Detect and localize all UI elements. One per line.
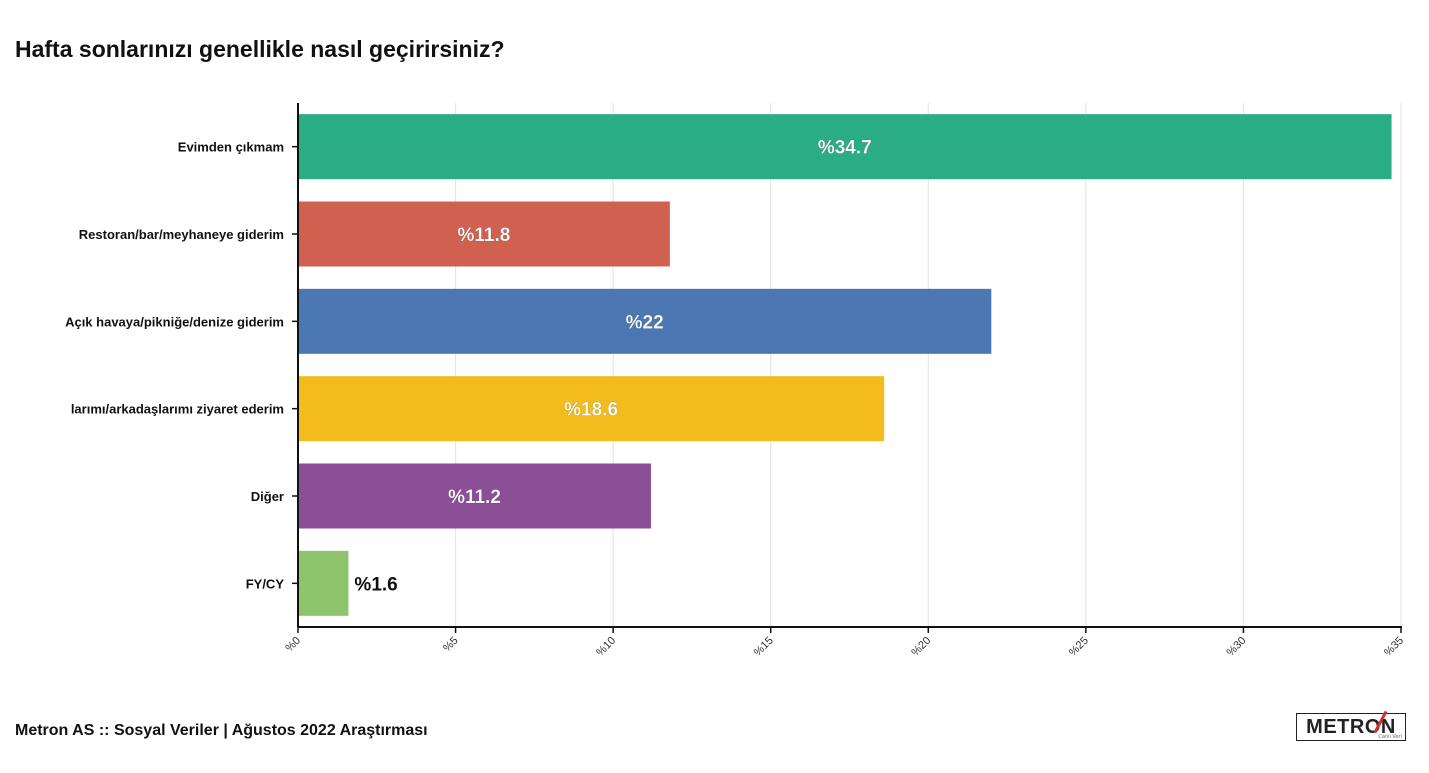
logo-text: METRON xyxy=(1306,716,1396,738)
data-label: %22 xyxy=(626,312,664,333)
bar[interactable] xyxy=(298,201,670,267)
x-tick-label: %30 xyxy=(1224,635,1248,659)
category-label: Restoran/bar/meyhaneye giderim xyxy=(79,227,284,242)
x-tick-label: %20 xyxy=(909,635,933,659)
data-label: %11.2 xyxy=(448,487,501,508)
category-label: Evimden çıkmam xyxy=(178,140,284,155)
category-label: Açık havaya/pikniğe/denize giderim xyxy=(65,314,284,329)
x-tick-label: %0 xyxy=(283,635,303,655)
category-label: larımı/arkadaşlarımı ziyaret ederim xyxy=(71,402,284,417)
bar[interactable] xyxy=(298,376,885,442)
x-tick-label: %35 xyxy=(1382,635,1406,659)
x-tick-label: %15 xyxy=(752,635,776,659)
bar-chart: Evimden çıkmam %34.7 Restoran/bar/meyhaney… xyxy=(65,103,1406,659)
chart-title: Hafta sonlarınızı genellikle nasıl geçir… xyxy=(15,36,505,62)
x-tick-label: %10 xyxy=(594,635,618,659)
category-label: FY/CY xyxy=(246,576,285,591)
footer-source: Metron AS :: Sosyal Veriler | Ağustos 20… xyxy=(15,722,428,739)
metron-logo: METRON Canlı Veri xyxy=(1296,710,1406,741)
x-tick-label: %5 xyxy=(441,635,461,655)
data-label: %1.6 xyxy=(354,574,397,595)
data-label: %34.7 xyxy=(818,138,872,159)
data-label: %18.6 xyxy=(564,400,618,421)
bar[interactable] xyxy=(298,550,349,616)
logo-subtext: Canlı Veri xyxy=(1378,734,1402,740)
x-tick-label: %25 xyxy=(1067,635,1091,659)
category-label: Diğer xyxy=(251,489,284,504)
bar[interactable] xyxy=(298,114,1392,180)
data-label: %11.8 xyxy=(458,225,511,246)
bar[interactable] xyxy=(298,463,651,529)
bar[interactable] xyxy=(298,288,992,354)
